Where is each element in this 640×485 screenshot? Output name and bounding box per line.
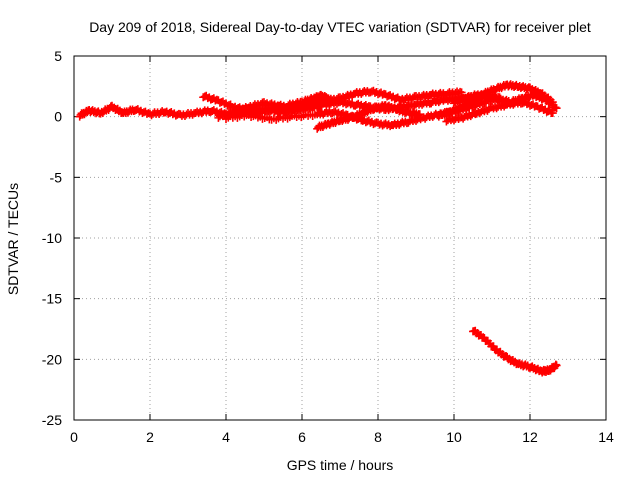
data-point-marker xyxy=(548,109,557,118)
y-tick-label: -25 xyxy=(42,412,62,428)
y-tick-label: -10 xyxy=(42,230,62,246)
data-point-marker xyxy=(552,361,561,370)
marker-layer xyxy=(75,80,561,377)
x-tick-label: 12 xyxy=(522,429,538,445)
x-tick-label: 10 xyxy=(446,429,462,445)
tick-label-layer: 0 2 4 6 8 10 12 14 -25 -20 -15 -10 -5 0 5 xyxy=(42,48,614,445)
x-tick-label: 6 xyxy=(298,429,306,445)
chart-title: Day 209 of 2018, Sidereal Day-to-day VTE… xyxy=(89,19,591,35)
x-tick-label: 4 xyxy=(222,429,230,445)
y-tick-label: 0 xyxy=(54,109,62,125)
series-track-8 xyxy=(442,97,557,126)
x-tick-label: 14 xyxy=(598,429,614,445)
y-axis-label: SDTVAR / TECUs xyxy=(5,183,21,295)
series-track-9 xyxy=(469,326,561,377)
y-tick-label: 5 xyxy=(54,48,62,64)
series-track-3 xyxy=(214,86,466,122)
x-tick-label: 8 xyxy=(374,429,382,445)
x-tick-label: 0 xyxy=(70,429,78,445)
y-tick-label: -5 xyxy=(50,169,63,185)
data-point-marker xyxy=(552,104,561,113)
data-point-marker xyxy=(551,103,560,112)
y-tick-label: -20 xyxy=(42,351,62,367)
axis-layer xyxy=(73,55,607,421)
x-axis-label: GPS time / hours xyxy=(287,457,394,473)
x-tick-label: 2 xyxy=(146,429,154,445)
y-tick-label: -15 xyxy=(42,291,62,307)
